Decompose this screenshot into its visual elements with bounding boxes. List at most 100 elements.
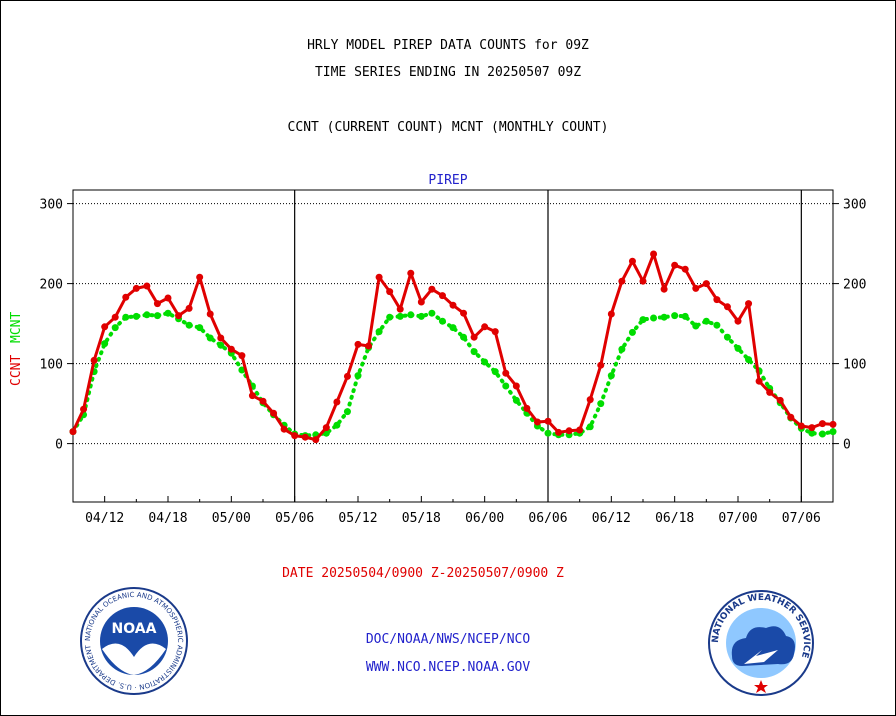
data-point-mcnt [386, 313, 394, 321]
data-point-ccnt [702, 280, 710, 288]
data-point-ccnt [787, 413, 795, 421]
data-point-mcnt [196, 324, 204, 332]
data-point-ccnt [291, 432, 299, 440]
data-point-mcnt [502, 382, 510, 390]
y-tick-label-right: 200 [843, 278, 866, 293]
data-point-ccnt [544, 417, 552, 425]
data-point-ccnt [196, 273, 204, 281]
data-point-mcnt [143, 311, 151, 319]
data-point-mcnt [723, 333, 731, 341]
data-point-ccnt [354, 340, 362, 348]
data-point-ccnt [818, 420, 826, 428]
data-point-mcnt [238, 366, 246, 374]
data-point-ccnt [776, 396, 784, 404]
x-tick-label: 05/12 [338, 511, 377, 526]
data-point-ccnt [270, 409, 278, 417]
data-point-mcnt [586, 423, 594, 431]
data-point-mcnt [512, 396, 520, 404]
data-point-ccnt [555, 428, 563, 436]
data-point-ccnt [734, 317, 742, 325]
data-point-ccnt [132, 284, 140, 292]
data-point-ccnt [628, 257, 636, 265]
data-point-ccnt [111, 313, 119, 321]
data-point-ccnt [386, 288, 394, 296]
x-tick-label: 05/06 [275, 511, 314, 526]
data-point-ccnt [122, 293, 130, 301]
data-point-mcnt [438, 317, 446, 325]
x-tick-label: 06/18 [655, 511, 694, 526]
data-point-mcnt [185, 321, 193, 329]
data-point-ccnt [755, 377, 763, 385]
data-point-mcnt [407, 311, 415, 319]
data-point-ccnt [438, 292, 446, 300]
data-point-ccnt [481, 323, 489, 331]
data-point-ccnt [69, 428, 77, 436]
data-point-ccnt [607, 310, 615, 318]
chart-heading-line-2: TIME SERIES ENDING IN 20250507 09Z [314, 65, 582, 80]
data-point-ccnt [80, 405, 88, 413]
data-point-mcnt [333, 421, 341, 429]
data-point-ccnt [248, 392, 256, 400]
data-point-mcnt [597, 400, 605, 408]
x-tick-label: 06/12 [592, 511, 631, 526]
pirep-chart: 0 0 100 100 200 200 300 300 04/12 04/18 05/00 05/06… [9, 173, 866, 526]
x-tick-label: 06/00 [465, 511, 504, 526]
data-point-mcnt [818, 430, 826, 438]
data-point-ccnt [259, 397, 267, 405]
data-point-ccnt [375, 273, 383, 281]
y-tick-label-left: 200 [40, 278, 63, 293]
data-point-mcnt [101, 340, 109, 348]
data-point-mcnt [375, 328, 383, 336]
x-tick-label: 04/12 [85, 511, 124, 526]
data-point-mcnt [734, 344, 742, 352]
data-point-ccnt [90, 356, 98, 364]
data-point-ccnt [502, 369, 510, 377]
data-point-mcnt [460, 333, 468, 341]
data-point-mcnt [607, 372, 615, 380]
data-point-ccnt [745, 300, 753, 308]
data-point-mcnt [660, 313, 668, 321]
data-point-ccnt [723, 303, 731, 311]
data-point-ccnt [713, 296, 721, 304]
y-tick-label-left: 0 [55, 438, 63, 453]
website-link[interactable]: WWW.NCO.NCEP.NOAA.GOV [365, 660, 531, 675]
data-point-mcnt [164, 309, 172, 317]
x-tick-label: 06/06 [528, 511, 567, 526]
data-point-mcnt [206, 334, 214, 342]
data-point-mcnt [491, 368, 499, 376]
data-point-ccnt [185, 304, 193, 312]
data-point-ccnt [417, 298, 425, 306]
data-point-ccnt [396, 305, 404, 313]
data-point-ccnt [586, 396, 594, 404]
chart-heading-line-1: HRLY MODEL PIREP DATA COUNTS for 09Z [307, 38, 589, 53]
data-point-ccnt [797, 422, 805, 430]
data-point-ccnt [217, 334, 225, 342]
data-point-ccnt [523, 404, 531, 412]
data-point-mcnt [692, 322, 700, 330]
data-point-mcnt [702, 317, 710, 325]
data-point-ccnt [227, 345, 235, 353]
data-point-ccnt [333, 398, 341, 406]
data-point-ccnt [280, 425, 288, 433]
data-point-ccnt [639, 277, 647, 285]
data-point-mcnt [132, 312, 140, 320]
data-point-ccnt [512, 382, 520, 390]
data-point-mcnt [650, 314, 658, 322]
y-axis-label-mcnt: MCNT [9, 312, 24, 343]
y-tick-label-left: 100 [40, 358, 63, 373]
chart-heading-line-3: CCNT (CURRENT COUNT) MCNT (MONTHLY COUNT… [287, 120, 609, 135]
data-point-ccnt [681, 265, 689, 273]
data-point-ccnt [343, 372, 351, 380]
data-point-mcnt [671, 312, 679, 320]
data-point-ccnt [175, 312, 183, 320]
data-point-ccnt [143, 282, 151, 290]
data-point-ccnt [312, 436, 320, 444]
series-line-mcnt [71, 311, 835, 438]
data-point-ccnt [491, 328, 499, 336]
data-point-ccnt [650, 250, 658, 258]
data-point-ccnt [238, 352, 246, 360]
data-point-ccnt [766, 388, 774, 396]
data-point-ccnt [206, 310, 214, 318]
chart-title: PIREP [428, 173, 467, 188]
data-point-mcnt [639, 316, 647, 324]
